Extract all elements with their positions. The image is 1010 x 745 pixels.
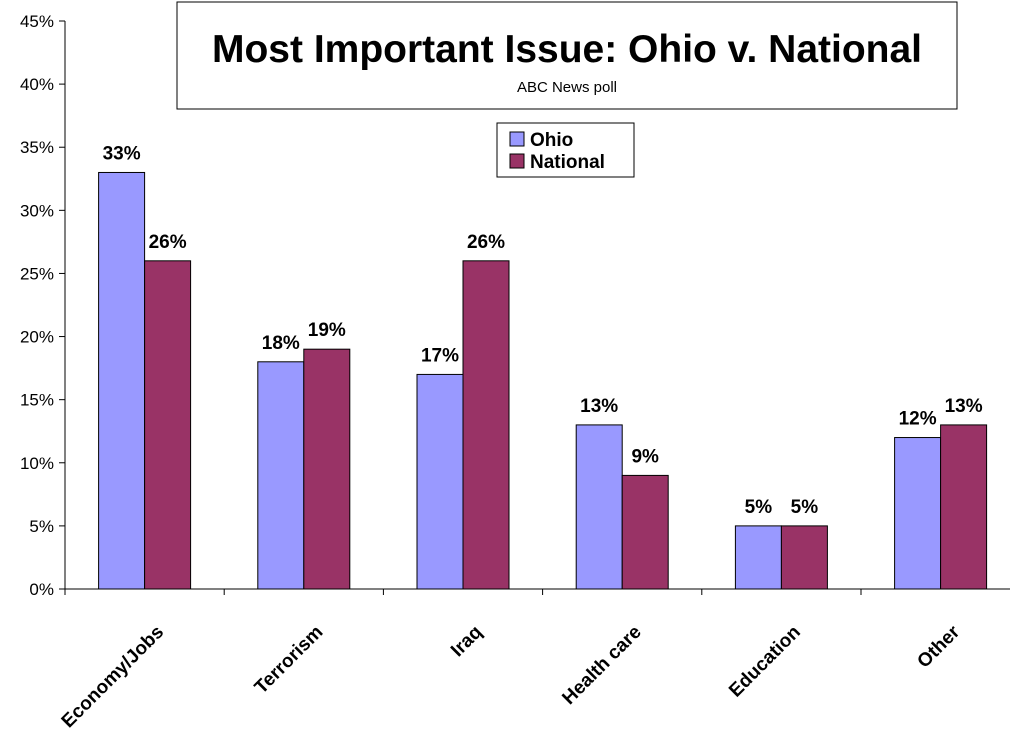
- y-tick-label: 45%: [20, 12, 54, 31]
- title-box: Most Important Issue: Ohio v. National A…: [176, 1, 958, 110]
- plot-area: 0% 5% 10% 15% 20% 25% 30% 35% 40% 45% 33% 18% 17% 13…: [20, 12, 1010, 732]
- chart-title: Most Important Issue: Ohio v. National: [212, 28, 922, 71]
- legend-swatch-ohio: [509, 131, 525, 147]
- data-label-national-5: 5%: [791, 497, 819, 518]
- bar-national-4: [621, 474, 669, 590]
- bar-national-5: [780, 525, 828, 590]
- y-tick-label: 30%: [20, 201, 54, 220]
- data-label-ohio-3: 17%: [421, 345, 459, 366]
- data-label-national-3: 26%: [467, 232, 505, 253]
- category-label: Economy/Jobs: [58, 622, 168, 732]
- data-labels: 33% 18% 17% 13% 5% 12% 26% 19% 26% 9% 5% 13%: [103, 143, 983, 517]
- data-label-ohio-6: 12%: [899, 409, 937, 430]
- y-tick-label: 0%: [29, 580, 54, 599]
- legend: Ohio National: [496, 122, 635, 178]
- y-ticks: 0% 5% 10% 15% 20% 25% 30% 35% 40% 45%: [20, 12, 65, 599]
- category-label: Education: [725, 622, 805, 702]
- bar-national-1: [144, 260, 192, 590]
- legend-label-national: National: [530, 152, 605, 173]
- y-tick-label: 10%: [20, 454, 54, 473]
- bar-national-2: [303, 348, 351, 590]
- bars: [98, 171, 988, 590]
- data-label-ohio-1: 33%: [103, 143, 141, 164]
- category-label: Health care: [558, 622, 645, 709]
- data-label-national-4: 9%: [631, 446, 659, 467]
- y-tick-label: 20%: [20, 328, 54, 347]
- category-labels: Economy/Jobs Terrorism Iraq Health care Educ…: [58, 621, 965, 732]
- legend-swatch-national: [509, 153, 525, 169]
- bar-ohio-5: [734, 525, 782, 590]
- bar-ohio-4: [575, 424, 623, 590]
- y-tick-label: 35%: [20, 138, 54, 157]
- bar-national-6: [940, 424, 988, 590]
- title-box-frame: [176, 1, 958, 110]
- data-label-ohio-2: 18%: [262, 333, 300, 354]
- category-label: Other: [913, 621, 964, 672]
- legend-label-ohio: Ohio: [530, 130, 573, 151]
- data-label-national-2: 19%: [308, 320, 346, 341]
- y-tick-label: 40%: [20, 75, 54, 94]
- bar-ohio-1: [98, 171, 146, 590]
- data-label-national-6: 13%: [945, 396, 983, 417]
- y-tick-label: 5%: [29, 517, 54, 536]
- bar-national-3: [462, 260, 510, 590]
- data-label-ohio-5: 5%: [745, 497, 773, 518]
- x-ticks: [64, 589, 862, 595]
- y-tick-label: 25%: [20, 264, 54, 283]
- category-label: Iraq: [447, 622, 486, 661]
- chart-subtitle: ABC News poll: [517, 79, 617, 96]
- data-label-national-1: 26%: [149, 232, 187, 253]
- category-label: Terrorism: [251, 622, 328, 699]
- bar-ohio-3: [416, 373, 464, 590]
- bar-ohio-6: [894, 437, 942, 590]
- data-label-ohio-4: 13%: [580, 396, 618, 417]
- y-tick-label: 15%: [20, 391, 54, 410]
- bar-ohio-2: [257, 361, 305, 590]
